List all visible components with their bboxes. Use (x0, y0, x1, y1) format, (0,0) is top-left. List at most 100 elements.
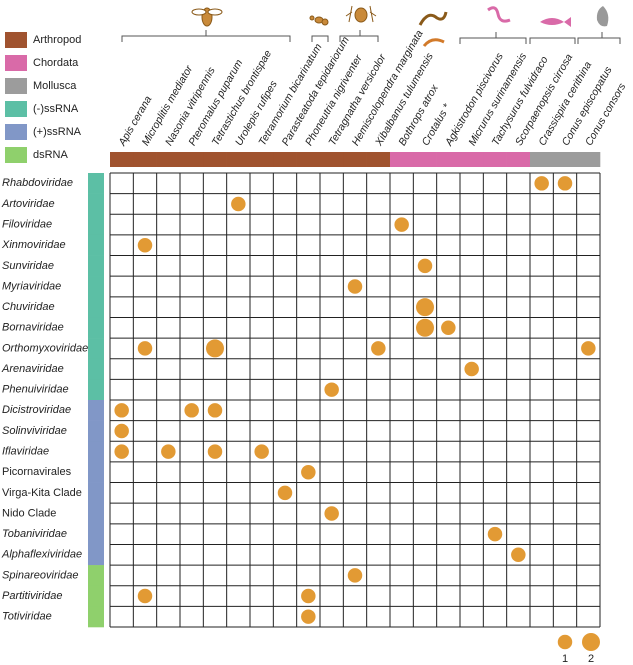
phylum-bar (460, 152, 484, 167)
dot (511, 547, 526, 563)
row-label: Tobaniviridae (2, 528, 67, 540)
dot (161, 444, 176, 459)
row-label: Spinareoviridae (2, 569, 78, 581)
dot (417, 258, 433, 274)
phylum-bar (506, 152, 531, 167)
row-label: Picornavirales (2, 466, 72, 478)
dot (231, 196, 246, 212)
phylum-bar (226, 152, 251, 167)
row-label: Orthomyxoviridae (2, 342, 88, 354)
dot (487, 526, 503, 542)
group-bar (88, 234, 104, 256)
dot (301, 609, 316, 624)
group-bar (88, 276, 104, 298)
dot (277, 485, 293, 501)
dot (301, 588, 316, 604)
dot (137, 237, 153, 253)
phylum-bar (110, 152, 134, 167)
row-label: Nido Clade (2, 507, 56, 519)
phylum-bar (133, 152, 157, 167)
legend-swatch (5, 55, 27, 71)
row-label: Totiviridae (2, 611, 52, 623)
dot (137, 341, 153, 356)
legend-swatch (5, 101, 27, 117)
row-label: Bornaviridae (2, 322, 64, 334)
row-label: Artoviridae (1, 198, 55, 210)
row-label: Sunviridae (2, 260, 54, 272)
row-label: Xinmoviridae (1, 239, 66, 251)
dot (371, 341, 386, 356)
group-bar (88, 173, 104, 194)
group-bar (88, 358, 104, 380)
icons (191, 5, 609, 47)
group-bar (88, 400, 104, 421)
size-legend-label: 1 (562, 653, 568, 665)
dot (207, 444, 223, 459)
brackets (121, 30, 621, 44)
phylum-bar (180, 152, 204, 167)
legend-swatch (5, 32, 27, 48)
group-bar (88, 214, 104, 236)
phylum-bar (553, 152, 577, 167)
legend-swatch (5, 78, 27, 94)
group-bar (88, 338, 104, 360)
group-bar (88, 420, 104, 442)
group-bar (88, 565, 104, 587)
legend-label: Arthropod (33, 34, 81, 46)
dot (416, 318, 434, 337)
dot (206, 339, 224, 358)
row-label: Dicistroviridae (2, 404, 71, 416)
group-bar (88, 441, 104, 463)
dot (114, 444, 129, 459)
size-legend-dot (582, 633, 600, 651)
group-bar (88, 193, 104, 215)
group-bar (88, 585, 104, 607)
dot (254, 444, 269, 459)
phylum-bar (343, 152, 367, 167)
group-bar (88, 523, 104, 545)
dot (557, 176, 573, 191)
dot (416, 298, 434, 317)
phylum-bar (576, 152, 601, 167)
dot (137, 588, 153, 604)
dot (347, 568, 363, 583)
dot (324, 506, 339, 521)
legend-label: (-)ssRNA (33, 103, 79, 115)
dot (114, 423, 129, 439)
phylum-bar (413, 152, 437, 167)
row-label: Chuviridae (2, 301, 55, 313)
phylum-bar (320, 152, 344, 167)
size-legend-label: 2 (588, 653, 594, 665)
dot (324, 382, 339, 397)
phylum-bar (156, 152, 181, 167)
group-bar (88, 606, 104, 628)
group-bar (88, 461, 104, 483)
dot (347, 279, 363, 294)
row-label: Partitiviridae (2, 590, 63, 602)
phylum-bar (203, 152, 227, 167)
dot (534, 176, 549, 191)
group-bar (88, 317, 104, 339)
group-bar (88, 503, 104, 525)
phylum-bar (436, 152, 461, 167)
row-label: Iflaviridae (2, 445, 49, 457)
phylum-bar (366, 152, 391, 167)
dot (464, 361, 479, 377)
phylum-bar (530, 152, 554, 167)
legend-label: Mollusca (33, 80, 77, 92)
group-bar (88, 482, 104, 504)
group-bar (88, 379, 104, 401)
group-bar (88, 296, 104, 318)
row-label: Filoviridae (2, 218, 52, 230)
size-legend-dot (557, 634, 573, 650)
group-bar (88, 255, 104, 277)
legend-label: (+)ssRNA (33, 126, 82, 138)
row-label: Rhabdoviridae (2, 177, 73, 189)
row-label: Solinviviridae (2, 425, 67, 437)
phylum-bar (390, 152, 414, 167)
dot (207, 403, 223, 418)
legend-swatch (5, 124, 27, 140)
row-label: Alphaflexiviridae (1, 549, 82, 561)
dot (114, 403, 129, 418)
